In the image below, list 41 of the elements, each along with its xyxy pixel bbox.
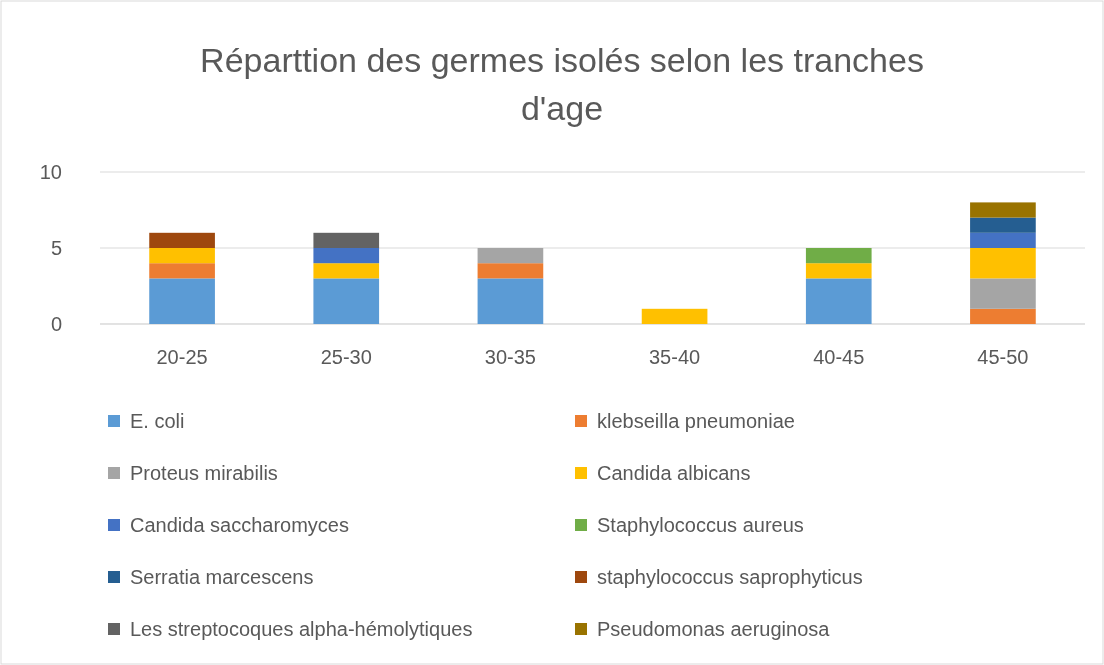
bar [970, 202, 1036, 218]
bar [149, 232, 215, 248]
bar [970, 248, 1036, 279]
bar [970, 232, 1036, 248]
x-tick-label: 30-35 [484, 346, 536, 368]
y-tick-label: 5 [50, 237, 62, 259]
bar [477, 263, 544, 279]
bar [477, 278, 544, 324]
bar [805, 278, 872, 324]
legend-label: Pseudomonas aeruginosa [597, 618, 831, 640]
bar [149, 248, 215, 264]
bar [970, 308, 1036, 324]
legend-label: Candida albicans [597, 462, 751, 484]
bar [805, 248, 872, 264]
x-tick-label: 20-25 [156, 346, 208, 368]
x-tick-label: 40-45 [813, 346, 865, 368]
bar [313, 278, 380, 324]
bar [149, 278, 215, 324]
bar [477, 248, 544, 264]
legend-label: Les streptocoques alpha-hémolytiques [130, 618, 473, 640]
x-tick-label: 45-50 [977, 346, 1029, 368]
bar [641, 308, 708, 324]
legend-label: Staphylococcus aureus [597, 514, 804, 536]
bar [313, 232, 380, 248]
y-tick-label: 10 [39, 161, 62, 183]
legend-label: Serratia marcescens [130, 566, 314, 588]
bar [970, 217, 1036, 233]
x-tick-label: 25-30 [320, 346, 372, 368]
chart-title: Réparttion des germes isolés selon les tranches d'age [200, 41, 924, 127]
bar [313, 263, 380, 279]
legend-label: Candida saccharomyces [130, 514, 349, 536]
bar [805, 263, 872, 279]
legend-label: klebseilla pneumoniae [597, 410, 795, 432]
y-tick-label: 0 [50, 313, 62, 335]
bar [313, 248, 380, 264]
legend-label: E. coli [130, 410, 185, 432]
bar [970, 278, 1036, 309]
x-tick-label: 35-40 [649, 346, 701, 368]
legend-label: Proteus mirabilis [130, 462, 278, 484]
bar [149, 263, 215, 279]
legend-label: staphylococcus saprophyticus [597, 566, 863, 588]
